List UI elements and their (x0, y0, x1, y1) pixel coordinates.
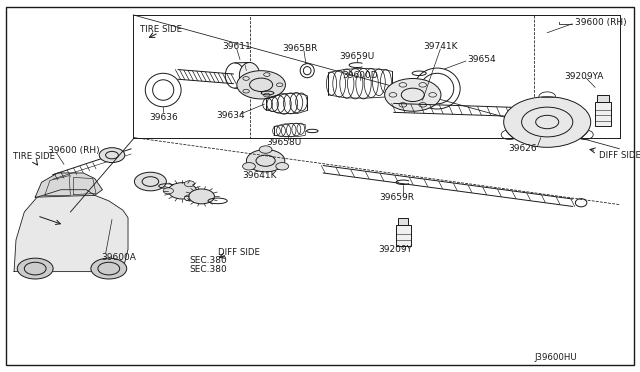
Text: 39209Y: 39209Y (378, 246, 413, 254)
Circle shape (184, 195, 195, 201)
Polygon shape (14, 190, 128, 272)
Bar (595, 102, 611, 126)
Text: DIFF SIDE: DIFF SIDE (599, 151, 640, 160)
Text: 39741K: 39741K (423, 42, 458, 51)
Text: 3965BR: 3965BR (282, 44, 317, 53)
Circle shape (134, 172, 166, 191)
Text: 39659U: 39659U (339, 52, 375, 61)
Text: TIRE SIDE: TIRE SIDE (140, 25, 182, 34)
Circle shape (237, 71, 285, 99)
Text: J39600HU: J39600HU (534, 353, 577, 362)
Text: 39626: 39626 (509, 144, 537, 153)
Bar (597, 95, 609, 102)
Bar (398, 218, 408, 225)
Text: 39636: 39636 (149, 113, 177, 122)
Text: 39600A: 39600A (101, 253, 136, 262)
Circle shape (99, 148, 125, 163)
Text: 39600 (RH): 39600 (RH) (48, 146, 100, 155)
Text: SEC.380: SEC.380 (189, 265, 227, 274)
Circle shape (189, 189, 214, 204)
Text: 39659R: 39659R (380, 193, 414, 202)
Circle shape (91, 258, 127, 279)
Circle shape (184, 181, 195, 187)
Circle shape (259, 146, 272, 153)
Circle shape (168, 183, 196, 199)
Text: 39654: 39654 (467, 55, 496, 64)
Circle shape (246, 150, 285, 172)
Text: 39611: 39611 (223, 42, 251, 51)
Circle shape (276, 163, 289, 170)
Text: DIFF SIDE: DIFF SIDE (218, 248, 260, 257)
Text: 39600D: 39600D (342, 71, 378, 80)
Ellipse shape (239, 62, 260, 89)
Bar (250, 15, 534, 138)
Circle shape (385, 78, 441, 111)
Circle shape (504, 97, 591, 147)
Circle shape (243, 163, 255, 170)
Circle shape (17, 258, 53, 279)
Text: TIRE SIDE: TIRE SIDE (13, 152, 55, 161)
Text: SEC.380: SEC.380 (189, 256, 227, 265)
Circle shape (163, 188, 173, 194)
Bar (396, 225, 411, 246)
Text: 39641K: 39641K (242, 171, 276, 180)
Text: 39209YA: 39209YA (564, 72, 604, 81)
Text: 39634: 39634 (216, 111, 244, 120)
Polygon shape (35, 173, 102, 197)
Text: 39600 (RH): 39600 (RH) (575, 18, 627, 27)
Text: 39658U: 39658U (266, 138, 301, 147)
